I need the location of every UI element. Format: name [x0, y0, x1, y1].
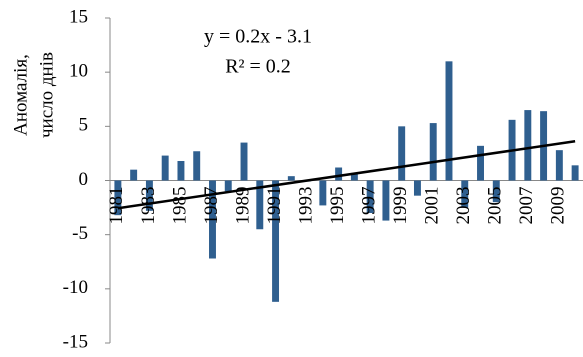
- bar: [256, 180, 264, 230]
- x-tick-label: 1983: [138, 187, 159, 225]
- y-tick-label: -5: [72, 223, 88, 244]
- bar: [429, 123, 437, 181]
- x-tick-label: 1991: [264, 187, 285, 225]
- bar: [335, 167, 343, 181]
- bar: [177, 161, 185, 181]
- x-tick-label: 1987: [201, 187, 222, 225]
- x-tick-label: 1997: [359, 187, 380, 225]
- x-tick-label: 1981: [106, 187, 127, 225]
- y-axis-label: число днів: [36, 52, 57, 138]
- x-tick-label: 2007: [516, 187, 537, 225]
- r-squared: R² = 0.2: [225, 56, 291, 78]
- x-tick-label: 2005: [485, 187, 506, 225]
- bar: [145, 180, 153, 211]
- bar: [555, 150, 563, 181]
- x-tick-label: 2001: [422, 187, 443, 225]
- bar: [130, 169, 138, 181]
- bar: [114, 180, 122, 216]
- bar: [477, 145, 484, 181]
- bar: [571, 165, 579, 181]
- x-tick-label: 1989: [232, 187, 253, 225]
- trend-line: [117, 140, 576, 210]
- bar: [413, 180, 421, 196]
- x-tick-label: 2003: [453, 187, 474, 225]
- y-tick-label: 10: [69, 61, 88, 82]
- x-tick-label: 1993: [295, 187, 316, 225]
- x-tick-label: 2009: [548, 187, 569, 225]
- y-tick-label: -15: [63, 331, 88, 352]
- bar: [350, 172, 358, 181]
- bar: [287, 176, 295, 181]
- trend-equation: y = 0.2x - 3.1: [204, 26, 312, 48]
- bar: [492, 180, 500, 203]
- bar: [524, 110, 532, 181]
- x-tick-label: 1985: [169, 187, 190, 225]
- bar: [461, 180, 469, 208]
- bar: [224, 180, 232, 192]
- x-tick-label: 1999: [390, 187, 411, 225]
- bar: [319, 180, 327, 206]
- y-tick-label: 15: [69, 6, 88, 27]
- bar: [240, 142, 248, 181]
- bar: [209, 180, 216, 259]
- bar: [398, 126, 406, 181]
- bar: [272, 180, 280, 302]
- x-tick-label: 1995: [327, 187, 348, 225]
- bar: [161, 155, 169, 181]
- bar: [366, 180, 374, 213]
- bar: [382, 180, 390, 221]
- y-axis-label: Аномалія,: [10, 54, 31, 136]
- bar: [445, 61, 453, 181]
- y-tick-label: 5: [79, 115, 89, 136]
- y-tick-label: -10: [63, 277, 88, 298]
- y-tick-label: 0: [79, 169, 89, 190]
- bar: [193, 151, 201, 181]
